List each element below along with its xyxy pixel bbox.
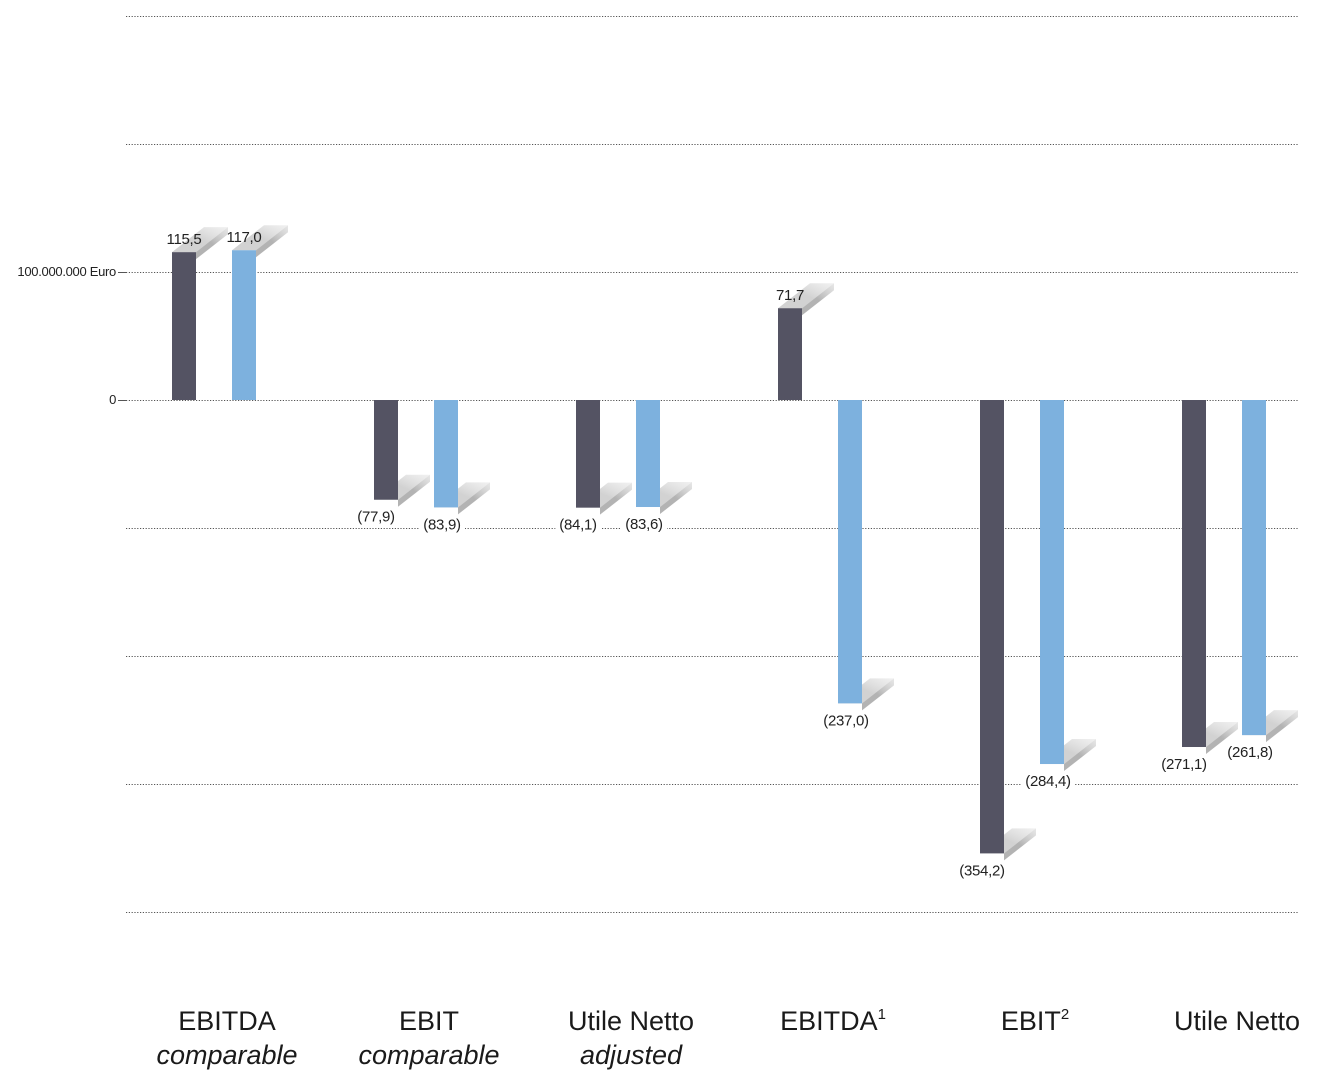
bar-shadow — [256, 225, 288, 258]
data-label: (83,9) — [423, 516, 461, 533]
bar — [172, 252, 196, 400]
category-label: EBITDA — [178, 1006, 276, 1036]
category-main: EBITDA — [780, 1006, 878, 1036]
data-label-bg — [1021, 772, 1076, 792]
data-label: (284,4) — [1025, 773, 1071, 790]
bar — [838, 400, 862, 704]
category-label: EBIT — [399, 1006, 459, 1036]
bar-shadow — [600, 482, 632, 515]
bar — [1182, 400, 1206, 748]
category-label: Utile Netto — [1174, 1006, 1300, 1036]
category-main: EBIT — [1001, 1006, 1061, 1036]
category-footnote: 1 — [878, 1006, 886, 1023]
bar-shadow — [862, 678, 894, 711]
data-labels: 115,5 (77,9) (84,1) 71,7 (354,2) (271,1) 117,0… — [167, 229, 1278, 881]
data-label-bg — [1223, 743, 1278, 763]
data-label: (237,0) — [823, 712, 869, 729]
data-label: (83,6) — [625, 516, 663, 533]
bar — [778, 308, 802, 400]
data-label-bg — [353, 507, 399, 527]
bar-shadow — [1266, 710, 1298, 743]
bar — [1040, 400, 1064, 765]
data-label-bg — [621, 515, 667, 535]
category-label: Utile Netto — [568, 1006, 694, 1036]
bar-shadow — [1206, 722, 1238, 755]
gridlines — [126, 16, 1298, 913]
data-label: 115,5 — [167, 231, 202, 248]
data-label: (84,1) — [559, 517, 597, 534]
data-label: 71,7 — [776, 287, 804, 304]
bar-shadow — [1064, 739, 1096, 772]
bars — [172, 250, 1266, 854]
data-label: (271,1) — [1161, 756, 1207, 773]
bar-shadow — [232, 225, 288, 251]
bar-shadow — [660, 482, 692, 515]
data-label-bg — [1157, 755, 1212, 775]
bar — [434, 400, 458, 508]
category-sublabel: comparable — [358, 1040, 499, 1070]
category-label: EBITDA1 — [780, 1006, 886, 1036]
bar — [636, 400, 660, 508]
bar-shadow — [172, 227, 228, 253]
data-label-bg — [955, 861, 1010, 881]
data-label: (354,2) — [959, 862, 1005, 879]
category-sublabel: comparable — [156, 1040, 297, 1070]
bar — [576, 400, 600, 508]
bar-shadows — [172, 225, 1298, 861]
bar — [232, 250, 256, 400]
category-footnote: 2 — [1061, 1006, 1069, 1023]
bar-shadow — [196, 227, 228, 260]
category-main: Utile Netto — [1174, 1006, 1300, 1036]
bar-shadow — [802, 283, 834, 316]
category-labels: EBITDA comparable EBIT comparable Utile Nett… — [156, 1006, 1300, 1070]
data-label: 117,0 — [227, 229, 262, 246]
data-label: (261,8) — [1227, 744, 1273, 761]
bar — [980, 400, 1004, 854]
data-label: (77,9) — [357, 509, 395, 526]
bar-shadow — [398, 474, 430, 507]
category-main: EBITDA — [178, 1006, 276, 1036]
data-label-bg — [419, 515, 465, 535]
data-label-bg — [819, 711, 874, 731]
bar-shadow — [458, 482, 490, 515]
bar — [374, 400, 398, 500]
category-main: Utile Netto — [568, 1006, 694, 1036]
data-label-bg — [555, 515, 601, 535]
bar-shadow — [778, 283, 834, 309]
bar — [1242, 400, 1266, 736]
bar-shadow — [1004, 828, 1036, 861]
y-tick-label: 0 — [109, 392, 116, 407]
category-label: EBIT2 — [1001, 1006, 1069, 1036]
category-main: EBIT — [399, 1006, 459, 1036]
y-axis-tick-labels: 100.000.000 Euro 0 — [17, 264, 126, 407]
y-tick-label: 100.000.000 Euro — [17, 264, 116, 279]
category-sublabel: adjusted — [580, 1040, 683, 1070]
